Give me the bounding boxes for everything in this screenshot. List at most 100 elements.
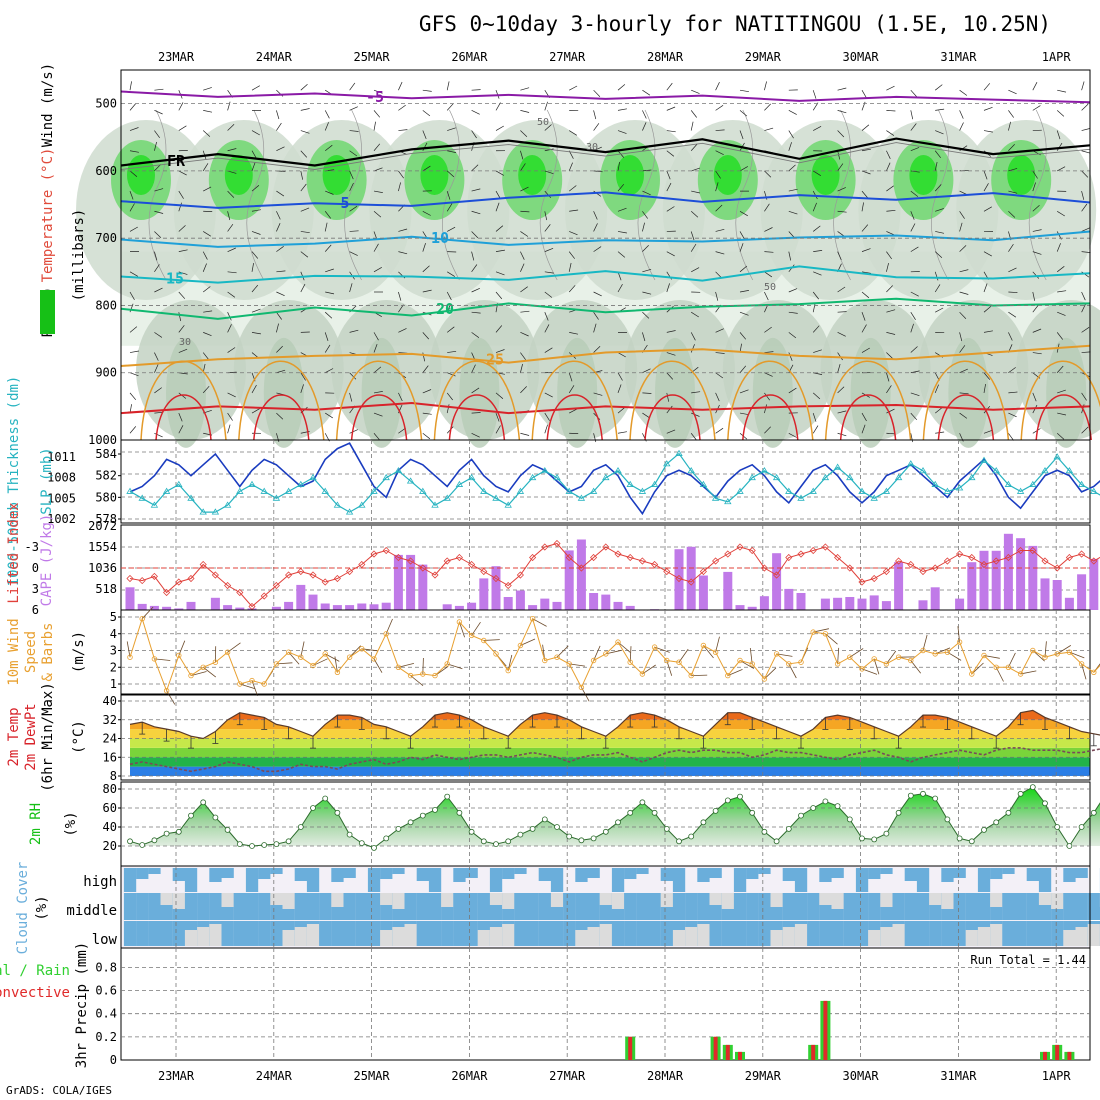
rh-point	[1005, 809, 1012, 816]
wind-barb	[690, 211, 699, 218]
cloud-cell-high	[538, 868, 551, 881]
cloud-cell-low	[355, 921, 368, 946]
cloud-gap-middle	[990, 893, 1003, 907]
slp-point	[394, 467, 403, 474]
wind-barb	[1032, 328, 1042, 333]
cloud-cell-high	[331, 868, 344, 882]
wind-barb	[398, 228, 408, 232]
wind-barb	[886, 372, 890, 382]
wind-barb	[935, 130, 944, 135]
wind-barb	[251, 680, 258, 696]
wind-speed-point	[651, 644, 658, 650]
wind-barb	[569, 130, 577, 136]
wind-barb	[129, 326, 138, 333]
cape-bar	[991, 550, 1001, 610]
wind-speed-point	[920, 647, 926, 654]
cloud-cell-high	[904, 868, 917, 881]
wind-barb	[495, 249, 505, 252]
wind-speed-point	[1054, 651, 1060, 657]
cape-tick-label: 518	[95, 582, 117, 596]
wind-barb	[959, 110, 964, 119]
wind-barb	[886, 285, 893, 293]
wind-speed-point	[615, 639, 621, 645]
temp-tick-label: 16	[103, 750, 117, 764]
cape-bar	[918, 600, 928, 610]
cloud-gap-low	[770, 930, 783, 946]
slp-point	[382, 473, 390, 481]
temp-color-band	[130, 757, 1090, 767]
wind-barb	[690, 243, 697, 252]
wind-barb	[446, 190, 451, 200]
lifted-index-point	[846, 564, 854, 572]
wind-barb	[544, 190, 552, 199]
wind-barb	[154, 130, 160, 139]
wind-barb	[739, 265, 748, 273]
lifted-index-point	[553, 539, 561, 548]
cloud-gap-middle	[489, 893, 503, 905]
wind-barb	[544, 392, 553, 398]
cape-bar	[406, 554, 416, 610]
wind-barb	[910, 346, 918, 353]
cloud-cell-low	[123, 921, 137, 946]
cloud-cell-middle	[245, 893, 259, 920]
slp-axis-label: SLP (mb)	[39, 447, 55, 514]
lifted-index-point	[370, 550, 378, 558]
isotherm-line-purple	[120, 90, 1091, 104]
cloud-gap-low	[587, 927, 600, 946]
panel-frame	[120, 694, 1091, 781]
rh-point	[724, 797, 731, 804]
cloud-cell-high	[758, 868, 771, 874]
cape-tick-label: 1036	[88, 561, 117, 575]
wind-barb	[398, 392, 403, 402]
rh-point	[956, 835, 963, 842]
cloud-gap-middle	[502, 893, 515, 909]
slp-tick-label: 1005	[47, 491, 76, 505]
rh-point	[895, 809, 902, 816]
wind-barb	[886, 150, 891, 159]
wind-barb	[886, 352, 894, 360]
wind-barb	[129, 226, 138, 232]
wind-barb	[276, 211, 281, 220]
cloud-gap-low	[794, 924, 808, 946]
cloud-cell-high	[953, 868, 966, 878]
wind-barb	[1008, 168, 1018, 172]
wind-barb	[471, 231, 479, 239]
cloud-gap-middle	[380, 893, 393, 905]
top-date-axis: 23MAR 24MAR 25MAR 26MAR 27MAR 28MAR 29MAR 30MAR…	[158, 50, 1071, 64]
cape-bar	[759, 596, 769, 610]
cape-bar	[881, 601, 891, 610]
wind-barb	[154, 264, 160, 273]
wind-barb	[837, 130, 845, 138]
wind-barb	[324, 222, 328, 232]
cloud-cell-high	[819, 868, 832, 882]
wind-speed-point	[224, 649, 231, 655]
wind-barb	[715, 81, 720, 91]
lifted-index-point	[907, 560, 915, 569]
slp-point	[699, 480, 708, 487]
cloud-cell-middle	[904, 893, 917, 920]
cloud-cell-middle	[233, 893, 246, 920]
lifted-index-point	[895, 557, 903, 565]
lifted-index-point	[150, 572, 158, 580]
slp-point	[223, 501, 232, 508]
cloud-gap-middle	[831, 893, 844, 909]
wind-barb	[983, 83, 991, 91]
cloud-cell-high	[416, 868, 429, 881]
cloud-cell-low	[221, 921, 234, 946]
slp-point	[333, 501, 342, 508]
wind-barb	[544, 101, 548, 111]
slp-point	[943, 487, 952, 494]
cloud-cell-middle	[319, 893, 332, 920]
cloud-cell-middle	[355, 893, 368, 920]
cape-bar	[1064, 597, 1074, 610]
wind-barb	[886, 408, 895, 414]
wind-barb	[1081, 128, 1091, 131]
cloud-cell-middle	[977, 893, 991, 920]
wind-speed-point	[603, 651, 609, 657]
wind-barb	[837, 432, 847, 437]
wind-barb	[690, 231, 695, 241]
wind-barb	[959, 89, 968, 96]
date-label-bottom: 1APR	[1042, 1069, 1072, 1083]
pressure-tick-label: 700	[95, 231, 117, 245]
wind-barb	[178, 190, 184, 199]
